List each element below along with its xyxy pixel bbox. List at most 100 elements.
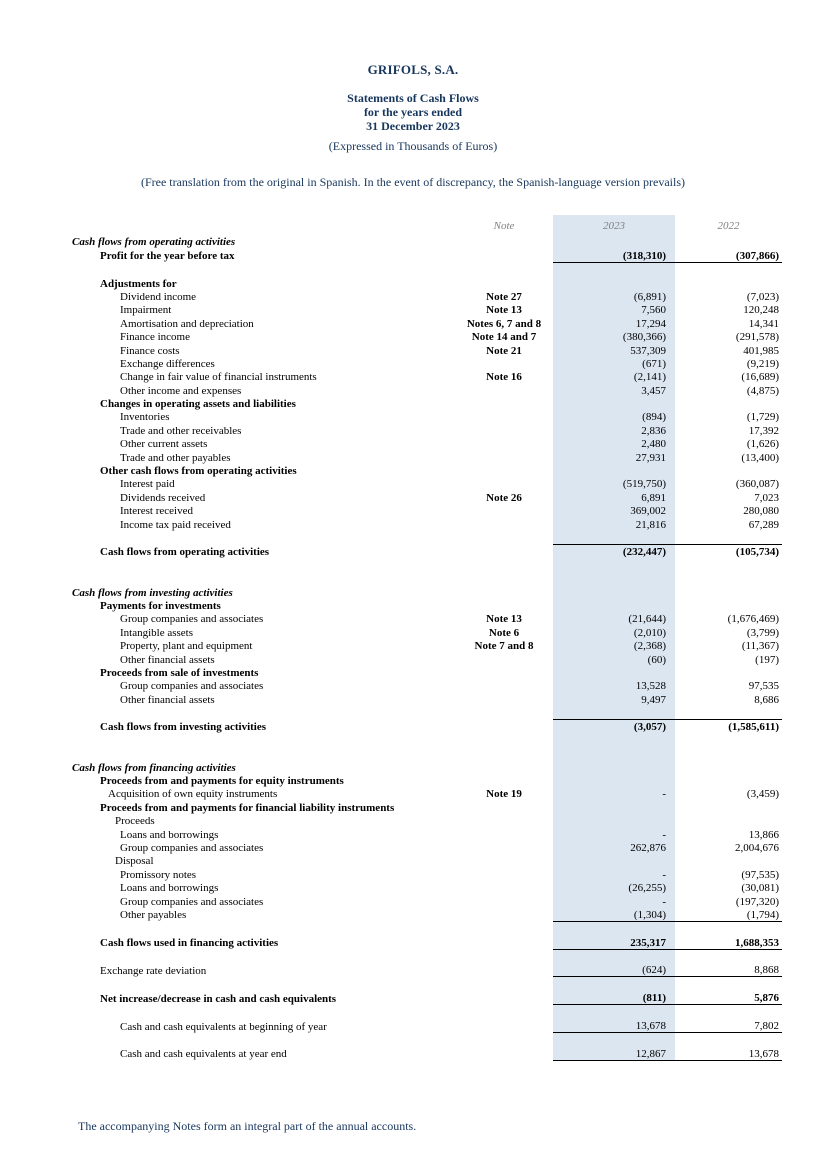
value-2022 [675,760,782,773]
row-note: Note 27 [486,290,522,303]
table-row: Cash flows from investing activities [70,585,782,599]
row-note [455,1005,553,1019]
value-2022 [675,599,782,612]
row-note: Note 26 [486,491,522,504]
value-2022: (1,626) [746,438,779,451]
row-note [455,357,553,370]
row-note [455,963,553,977]
row-label: Intangible assets [120,626,194,639]
value-2023: (26,255) [553,880,675,895]
row-label: Property, plant and equipment [120,640,253,653]
row-note: Note 13 [486,304,522,317]
spacer-row [70,746,782,761]
row-label [70,706,455,720]
value-2022: (1,729) [746,411,779,424]
table-row: Cash flows from investing activities (3,0… [70,719,782,734]
value-2022: 8,868 [675,963,782,978]
value-2023: 17,294 [553,316,675,330]
table-row: Promissory notes - (97,535) [70,867,782,881]
row-note [455,504,553,517]
row-label: Acquisition of own equity instruments [108,788,278,801]
row-label [70,733,455,746]
value-2023: 12,867 [553,1046,675,1061]
value-2023: 3,457 [553,383,675,397]
row-note: Note 14 and 7 [471,331,537,344]
row-note [455,248,553,262]
row-note [455,276,553,289]
value-2022 [675,572,782,585]
value-2023 [553,746,675,761]
row-note: Note 19 [486,788,522,801]
row-label: Disposal [115,855,154,868]
document-header: GRIFOLS, S.A. Statements of Cash Flows f… [0,0,826,190]
row-label: Group companies and associates [120,841,264,854]
value-2023 [553,773,675,788]
value-2023 [553,558,675,572]
row-note [455,235,553,248]
row-note [455,949,553,963]
column-header-2023: 2023 [553,215,675,235]
row-label: Other cash flows from operating activiti… [100,465,297,478]
row-label: Promissory notes [120,868,197,881]
table-row: Proceeds from sale of investments [70,665,782,679]
spacer-row [70,921,782,936]
value-2022 [675,397,782,410]
value-2023 [553,1004,675,1019]
value-2022 [675,262,782,276]
value-2023: 2,480 [553,436,675,451]
row-note [455,720,553,734]
row-note [455,383,553,396]
row-label: Trade and other receivables [120,424,242,437]
row-note [455,692,553,705]
row-note [455,572,553,585]
value-2023: (894) [553,410,675,424]
table-row: Group companies and associates 13,528 97,5… [70,678,782,693]
column-header-row: Note 2023 2022 [70,215,782,235]
value-2022: 8,686 [754,693,779,706]
value-2022 [675,774,782,787]
table-row: Cash flows used in financing activities 2… [70,935,782,950]
value-2022: 13,866 [748,828,779,841]
row-label: Dividends received [120,491,206,504]
statement-title: Statements of Cash Flows [347,91,479,105]
row-note [455,827,553,840]
table-row: Other payables (1,304) (1,794) [70,907,782,922]
value-2022 [675,276,782,289]
row-label: Cash and cash equivalents at beginning o… [120,1020,327,1033]
table-row: Group companies and associates Note 13 (21… [70,611,782,626]
row-label [70,1033,455,1047]
value-2022: 1,688,353 [675,935,782,950]
value-2023 [553,800,675,814]
value-2022: 401,985 [743,344,779,357]
value-2022: 14,341 [748,317,779,330]
table-row: Cash flows from operating activities (232… [70,543,782,559]
row-note [455,706,553,720]
row-label: Group companies and associates [120,680,264,693]
value-2023 [553,949,675,964]
value-2022: 67,289 [748,518,779,531]
row-label [70,262,455,276]
row-label: Cash flows from investing activities [72,586,233,599]
table-row: Income tax paid received 21,816 67,289 [70,517,782,531]
row-label [70,572,455,585]
row-label: Payments for investments [100,599,221,612]
row-label: Net increase/decrease in cash and cash e… [100,992,337,1005]
row-label [70,977,455,991]
value-2023: (380,366) [553,329,675,344]
row-label: Other financial assets [120,693,215,706]
value-2023: 262,876 [553,840,675,854]
value-2023: - [553,787,675,801]
row-note: Note 13 [486,613,522,626]
table-row: Cash and cash equivalents at year end 12,… [70,1046,782,1061]
value-2022: (13,400) [741,451,779,464]
company-name: GRIFOLS, S.A. [367,62,459,77]
value-2022 [675,733,782,746]
cash-flow-table: Note 2023 2022 Cash flows from operating… [70,215,782,1061]
row-note [455,908,553,922]
value-2023 [553,665,675,679]
row-note: Note 21 [486,344,522,357]
row-note [455,397,553,410]
table-row: Other income and expenses 3,457 (4,875) [70,383,782,397]
table-row: Cash and cash equivalents at beginning o… [70,1018,782,1034]
table-row: Payments for investments [70,598,782,612]
